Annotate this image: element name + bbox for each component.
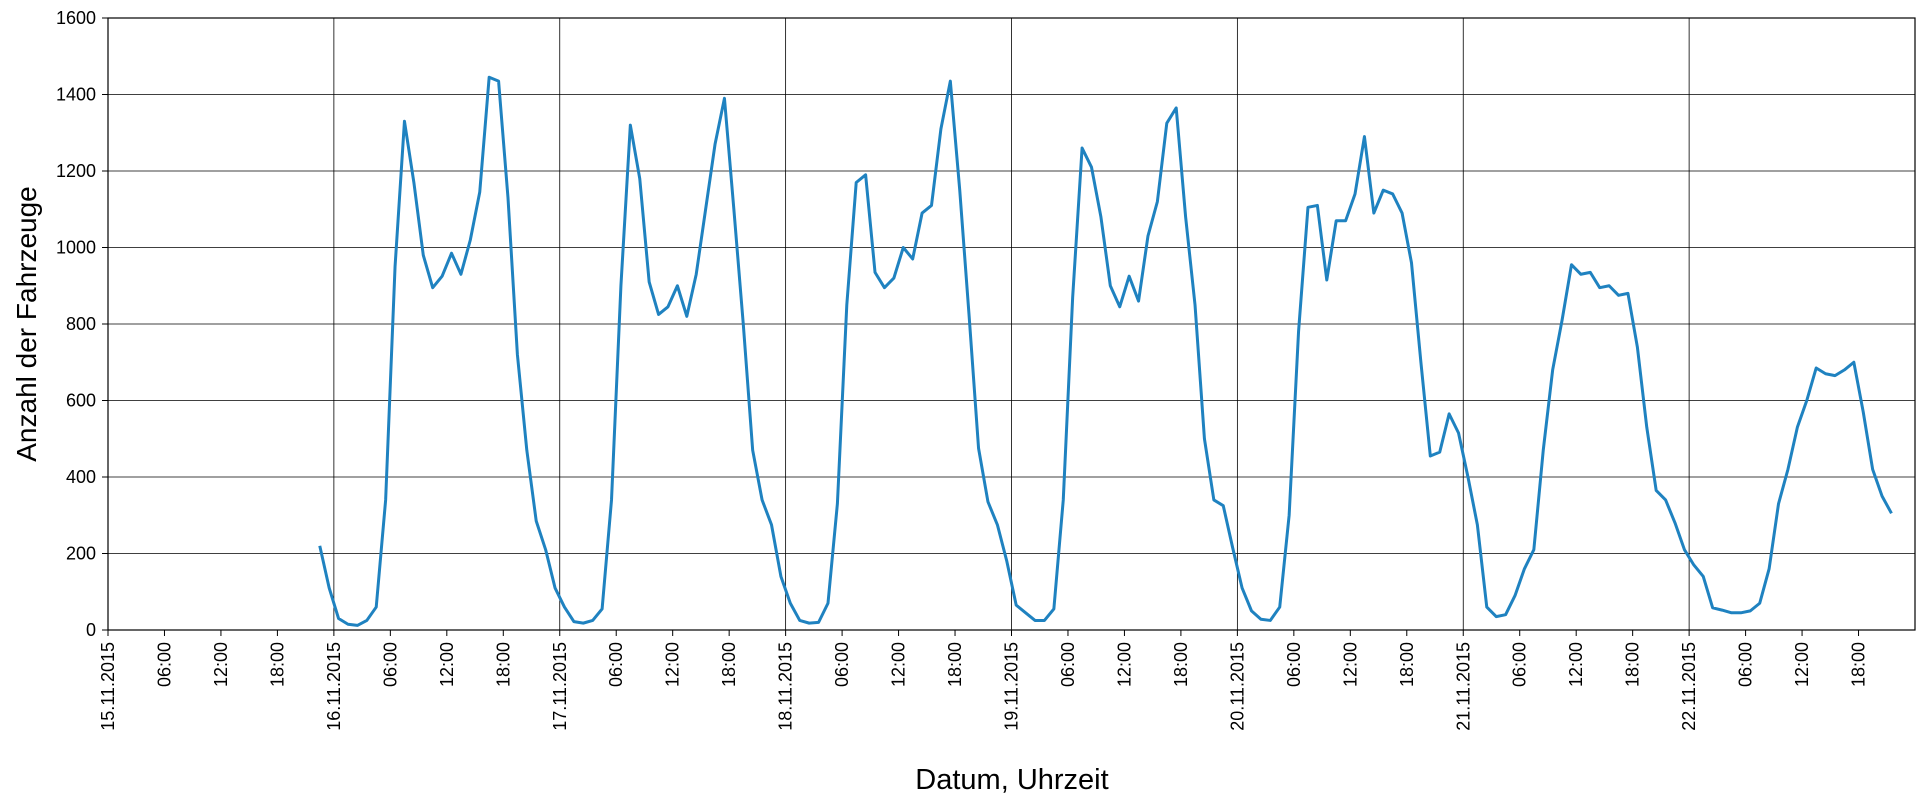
data-line xyxy=(318,75,1893,627)
x-tick-label: 06:00 xyxy=(1058,642,1078,687)
x-tick-label: 18:00 xyxy=(1171,642,1191,687)
x-tick-label: 18:00 xyxy=(719,642,739,687)
x-tick-label: 12:00 xyxy=(437,642,457,687)
x-tick-label: 06:00 xyxy=(154,642,174,687)
y-tick-label: 1600 xyxy=(56,8,96,28)
y-tick-label: 1000 xyxy=(56,238,96,258)
x-tick-label: 17.11.2015 xyxy=(550,642,570,731)
y-tick-label: 1200 xyxy=(56,161,96,181)
y-axis-title: Anzahl der Fahrzeuge xyxy=(11,186,42,462)
y-tick-label: 600 xyxy=(66,391,96,411)
x-tick-label: 12:00 xyxy=(1340,642,1360,687)
x-tick-label: 12:00 xyxy=(1114,642,1134,687)
y-tick-label: 0 xyxy=(86,620,96,640)
x-tick-label: 18:00 xyxy=(1623,642,1643,687)
x-tick-label: 12:00 xyxy=(889,642,909,687)
x-tick-label: 18.11.2015 xyxy=(776,642,796,731)
x-tick-label: 06:00 xyxy=(606,642,626,687)
x-tick-label: 12:00 xyxy=(1566,642,1586,687)
x-tick-label: 12:00 xyxy=(1792,642,1812,687)
x-tick-label: 06:00 xyxy=(832,642,852,687)
x-tick-label: 18:00 xyxy=(1849,642,1869,687)
y-tick-label: 1400 xyxy=(56,85,96,105)
x-tick-label: 06:00 xyxy=(1736,642,1756,687)
x-tick-label: 06:00 xyxy=(1510,642,1530,687)
x-axis-title: Datum, Uhrzeit xyxy=(915,764,1108,796)
x-tick-label: 06:00 xyxy=(1284,642,1304,687)
x-tick-label: 18:00 xyxy=(1397,642,1417,687)
y-tick-label: 400 xyxy=(66,467,96,487)
x-tick-label: 20.11.2015 xyxy=(1227,642,1247,731)
x-tick-label: 22.11.2015 xyxy=(1679,642,1699,731)
x-tick-label: 15.11.2015 xyxy=(98,642,118,731)
x-tick-label: 18:00 xyxy=(267,642,287,687)
x-tick-label: 12:00 xyxy=(211,642,231,687)
y-tick-label: 200 xyxy=(66,544,96,564)
x-tick-label: 16.11.2015 xyxy=(324,642,344,731)
x-tick-label: 18:00 xyxy=(493,642,513,687)
x-tick-label: 19.11.2015 xyxy=(1002,642,1022,731)
y-tick-label: 800 xyxy=(66,314,96,334)
x-tick-label: 06:00 xyxy=(380,642,400,687)
x-tick-label: 12:00 xyxy=(663,642,683,687)
x-tick-label: 18:00 xyxy=(945,642,965,687)
x-tick-label: 21.11.2015 xyxy=(1453,642,1473,731)
